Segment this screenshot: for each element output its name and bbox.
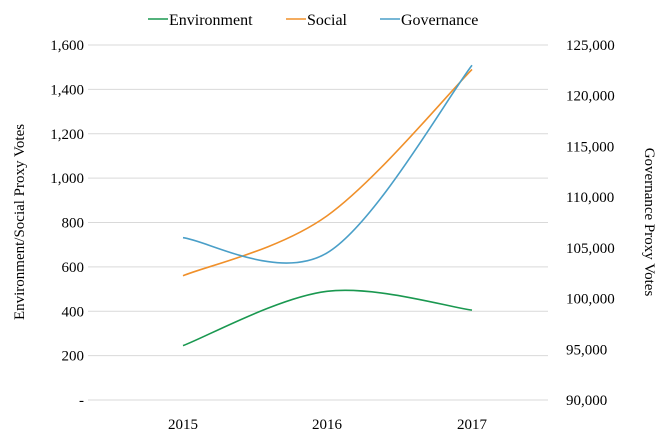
x-tick-label: 2016 (312, 417, 343, 433)
series-line-governance (182, 64, 473, 264)
series-line-environment (182, 289, 473, 347)
left-tick-label: 1,400 (50, 82, 84, 98)
left-axis-title: Environment/Social Proxy Votes (12, 124, 28, 320)
right-tick-label: 120,000 (566, 89, 615, 105)
left-tick-label: 1,000 (50, 171, 84, 187)
right-tick-label: 100,000 (566, 292, 615, 308)
right-tick-label: 125,000 (566, 38, 615, 54)
right-axis-title: Governance Proxy Votes (641, 148, 657, 297)
legend-label: Governance (401, 12, 478, 29)
left-tick-label: - (79, 393, 84, 409)
right-tick-label: 90,000 (566, 393, 607, 409)
left-tick-label: 400 (62, 304, 85, 320)
left-tick-label: 1,600 (50, 38, 84, 54)
right-y-axis: 90,000 95,000 100,000 105,000 110,000 115,000… (566, 38, 615, 409)
series-line-social (182, 68, 473, 277)
right-tick-label: 105,000 (566, 241, 615, 257)
left-tick-label: 1,200 (50, 127, 84, 143)
series-lines (182, 64, 473, 347)
left-tick-label: 800 (62, 216, 85, 232)
right-tick-label: 110,000 (566, 190, 614, 206)
x-axis: 2015 2016 2017 (168, 417, 488, 433)
legend-label: Social (307, 12, 348, 29)
x-tick-label: 2015 (168, 417, 198, 433)
right-tick-label: 95,000 (566, 342, 607, 358)
x-tick-label: 2017 (457, 417, 488, 433)
legend-label: Environment (169, 12, 253, 29)
left-y-axis: - 200 400 600 800 1,000 1,200 1,400 1,600 (50, 38, 84, 409)
left-tick-label: 600 (62, 260, 85, 276)
legend: Environment Social Governance (148, 12, 478, 29)
right-tick-label: 115,000 (566, 139, 614, 155)
left-tick-label: 200 (62, 349, 85, 365)
